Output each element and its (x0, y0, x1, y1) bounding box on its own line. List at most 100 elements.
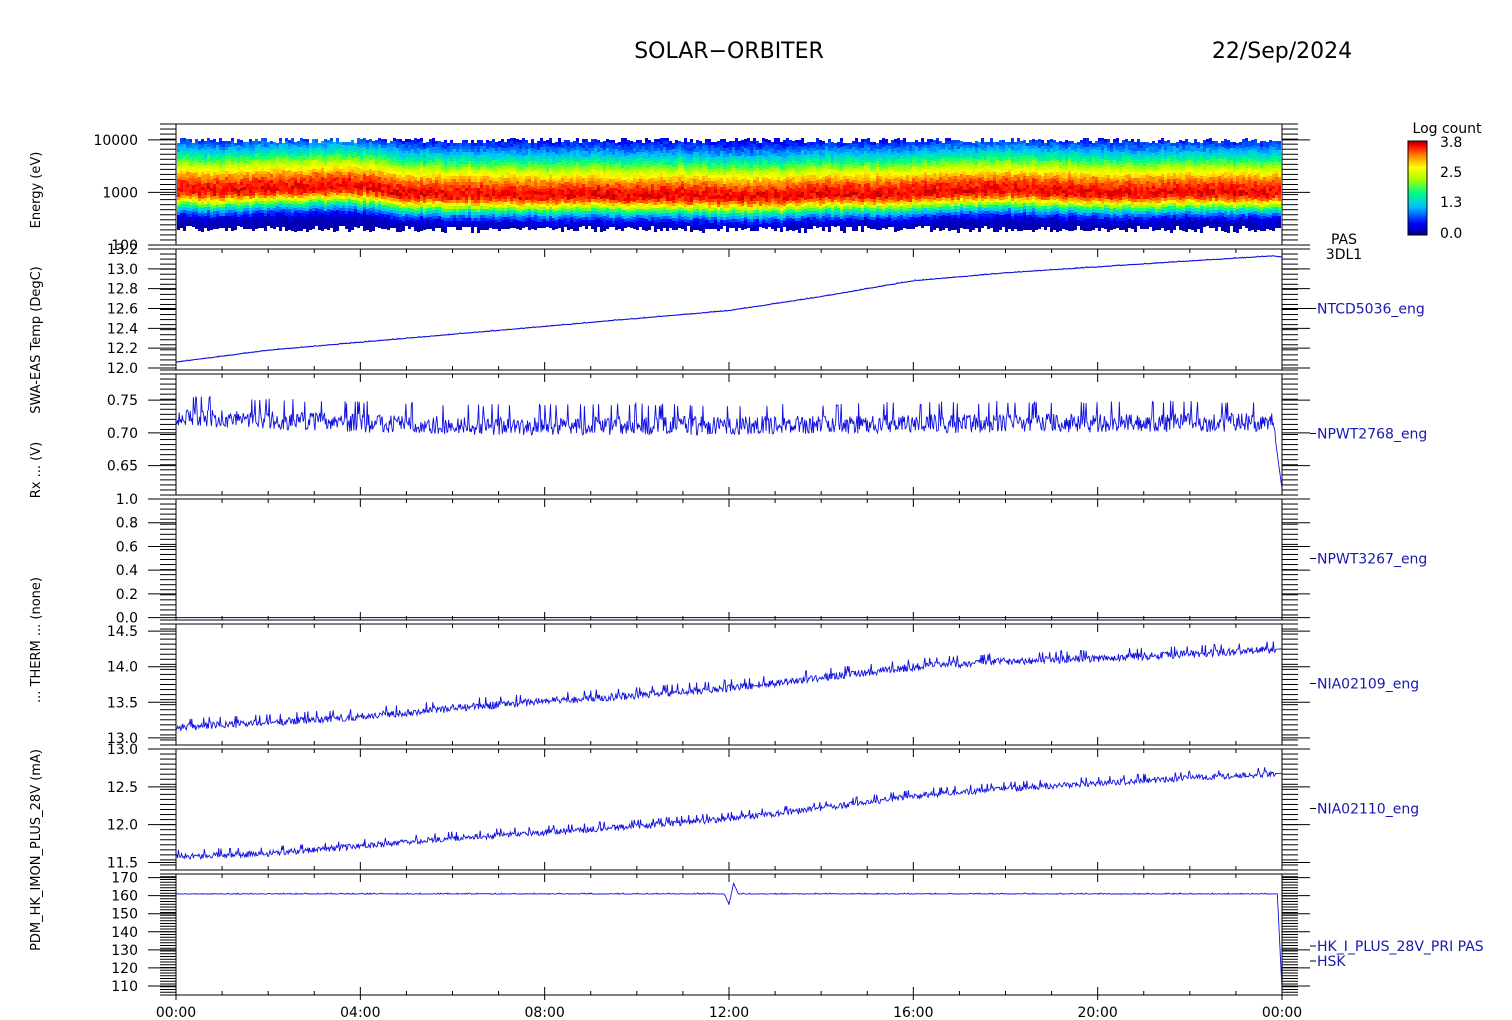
spectrogram-cell (282, 164, 285, 167)
spectrogram-cell (618, 205, 621, 208)
spectrogram-cell (282, 152, 285, 155)
spectrogram-cell (564, 215, 567, 218)
spectrogram-cell (573, 177, 576, 180)
spectrogram-cell (441, 190, 444, 193)
spectrogram-cell (321, 165, 324, 168)
spectrogram-cell (234, 215, 237, 218)
spectrogram-cell (291, 216, 294, 219)
spectrogram-cell (282, 212, 285, 215)
spectrogram-cell (549, 147, 552, 150)
spectrogram-cell (303, 220, 306, 223)
spectrogram-cell (561, 160, 564, 163)
spectrogram-cell (465, 203, 468, 206)
spectrogram-cell (558, 144, 561, 147)
spectrogram-cell (669, 192, 672, 195)
spectrogram-cell (480, 170, 483, 173)
spectrogram-cell (468, 152, 471, 155)
spectrogram-cell (654, 157, 657, 160)
spectrogram-cell (504, 196, 507, 199)
spectrogram-cell (675, 155, 678, 158)
spectrogram-cell (189, 139, 192, 142)
spectrogram-cell (618, 178, 621, 181)
spectrogram-cell (432, 156, 435, 159)
spectrogram-cell (621, 174, 624, 177)
spectrogram-cell (336, 183, 339, 186)
spectrogram-cell (567, 182, 570, 185)
spectrogram-cell (411, 215, 414, 218)
spectrogram-cell (294, 193, 297, 196)
spectrogram-cell (603, 198, 606, 201)
spectrogram-cell (567, 209, 570, 212)
spectrogram-cell (678, 180, 681, 183)
spectrogram-cell (213, 223, 216, 226)
spectrogram-cell (630, 225, 633, 228)
spectrogram-cell (501, 166, 504, 169)
spectrogram-cell (528, 185, 531, 188)
spectrogram-cell (318, 152, 321, 155)
spectrogram-cell (258, 210, 261, 213)
spectrogram-cell (438, 174, 441, 177)
spectrogram-cell (438, 162, 441, 165)
spectrogram-cell (288, 188, 291, 191)
spectrogram-cell (204, 207, 207, 210)
spectrogram-cell (348, 148, 351, 151)
spectrogram-cell (387, 182, 390, 185)
spectrogram-cell (546, 191, 549, 194)
spectrogram-cell (309, 185, 312, 188)
spectrogram-cell (288, 152, 291, 155)
spectrogram-cell (537, 165, 540, 168)
spectrogram-cell (492, 172, 495, 175)
spectrogram-cell (585, 178, 588, 181)
spectrogram-cell (417, 169, 420, 172)
spectrogram-cell (504, 157, 507, 160)
spectrogram-cell (450, 185, 453, 188)
spectrogram-cell (480, 203, 483, 206)
spectrogram-cell (261, 141, 264, 144)
spectrogram-cell (648, 215, 651, 218)
spectrogram-cell (432, 228, 435, 231)
spectrogram-cell (645, 150, 648, 153)
spectrogram-cell (516, 139, 519, 142)
spectrogram-cell (600, 223, 603, 226)
spectrogram-cell (258, 189, 261, 192)
spectrogram-cell (348, 157, 351, 160)
spectrogram-cell (270, 180, 273, 183)
spectrogram-cell (372, 180, 375, 183)
spectrogram-cell (318, 185, 321, 188)
spectrogram-cell (675, 194, 678, 197)
spectrogram-cell (405, 187, 408, 190)
spectrogram-cell (573, 174, 576, 177)
spectrogram-cell (255, 151, 258, 154)
spectrogram-cell (318, 212, 321, 215)
spectrogram-cell (288, 224, 291, 227)
spectrogram-cell (612, 203, 615, 206)
spectrogram-cell (312, 208, 315, 211)
spectrogram-cell (189, 178, 192, 181)
spectrogram-cell (534, 146, 537, 149)
spectrogram-cell (258, 165, 261, 168)
spectrogram-cell (276, 206, 279, 209)
spectrogram-cell (492, 163, 495, 166)
spectrogram-cell (495, 208, 498, 211)
spectrogram-cell (486, 197, 489, 200)
spectrogram-cell (540, 195, 543, 198)
spectrogram-cell (621, 210, 624, 213)
spectrogram-cell (264, 204, 267, 207)
spectrogram-cell (642, 212, 645, 215)
spectrogram-cell (213, 211, 216, 214)
spectrogram-cell (675, 209, 678, 212)
spectrogram-cell (585, 154, 588, 157)
spectrogram-cell (555, 205, 558, 208)
spectrogram-cell (210, 167, 213, 170)
spectrogram-cell (546, 182, 549, 185)
spectrogram-cell (213, 166, 216, 169)
spectrogram-cell (615, 215, 618, 218)
spectrogram-cell (195, 193, 198, 196)
spectrogram-cell (648, 146, 651, 149)
spectrogram-cell (387, 158, 390, 161)
spectrogram-cell (348, 145, 351, 148)
spectrogram-cell (447, 212, 450, 215)
spectrogram-cell (570, 148, 573, 151)
spectrogram-cell (444, 200, 447, 203)
spectrogram-cell (549, 150, 552, 153)
